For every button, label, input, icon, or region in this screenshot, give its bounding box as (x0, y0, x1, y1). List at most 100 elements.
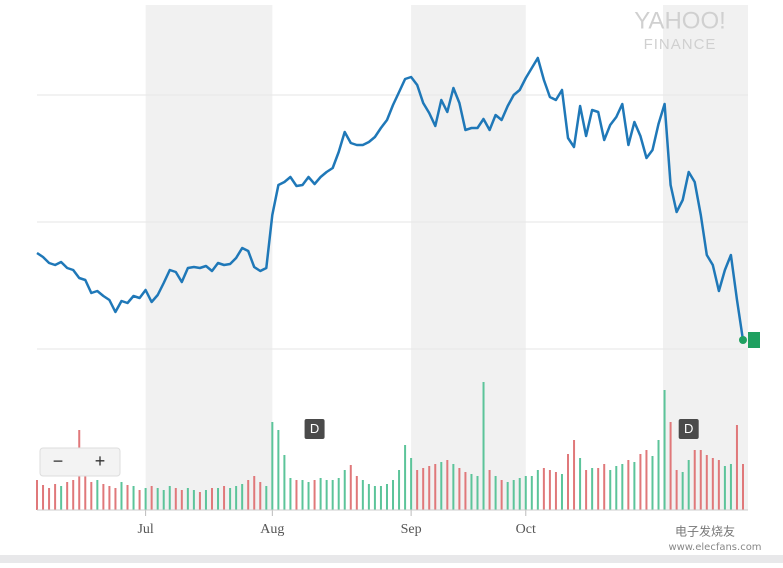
dividend-marker (304, 419, 325, 439)
volume-bar (162, 490, 165, 510)
volume-bar (506, 482, 509, 510)
volume-bar (132, 486, 135, 510)
volume-bar (675, 470, 678, 510)
volume-bar (150, 486, 153, 510)
volume-bar (186, 488, 189, 510)
volume-bar (482, 382, 485, 510)
volume-bar (138, 490, 141, 510)
volume-bar (198, 492, 201, 510)
volume-bar (367, 484, 370, 510)
volume-bar (174, 488, 177, 510)
volume-bar (247, 480, 250, 510)
logo: YAHOO! (634, 7, 726, 34)
volume-bar (313, 480, 316, 510)
volume-bar (548, 470, 551, 510)
volume-bar (241, 484, 244, 510)
scroll-bar (0, 555, 783, 563)
volume-bar (597, 468, 600, 510)
volume-bar (373, 486, 376, 510)
volume-bar (156, 488, 159, 510)
volume-bar (585, 470, 588, 510)
volume-bar (524, 476, 527, 510)
dividend-label: D (684, 421, 693, 436)
volume-bar (422, 468, 425, 510)
volume-bar (253, 476, 256, 510)
dividend-label: D (310, 421, 319, 436)
volume-bar (705, 455, 708, 510)
volume-bar (428, 466, 431, 510)
volume-bar (494, 476, 497, 510)
volume-bar (48, 488, 51, 510)
volume-bar (645, 450, 648, 510)
volume-bar (452, 464, 455, 510)
zoom-in[interactable]: + (95, 451, 106, 471)
volume-bar (343, 470, 346, 510)
price-line (36, 56, 745, 341)
watermark-url: www.elecfans.com (668, 542, 761, 553)
volume-bar (180, 490, 183, 510)
volume-bar (235, 486, 238, 510)
month-band (663, 5, 748, 510)
volume-bar (699, 450, 702, 510)
zoom-controls[interactable] (39, 447, 121, 477)
volume-bar (627, 460, 630, 510)
volume-bar (289, 478, 292, 510)
volume-bar (355, 476, 358, 510)
volume-bar (319, 478, 322, 510)
volume-bar (687, 460, 690, 510)
volume-bar (657, 440, 660, 510)
volume-bar (108, 486, 111, 510)
volume-bar (210, 488, 213, 510)
volume-bar (536, 470, 539, 510)
volume-bar (470, 474, 473, 510)
volume-bar (168, 486, 171, 510)
volume-bar (518, 478, 521, 510)
x-tick-label: Aug (260, 522, 284, 537)
volume-bar (639, 454, 642, 510)
x-tick-label: Jul (137, 522, 153, 537)
month-band (145, 5, 273, 510)
volume-bar (307, 482, 310, 510)
volume-bar (102, 484, 105, 510)
volume-bar (349, 465, 352, 510)
volume-bar (729, 464, 732, 510)
volume-bar (331, 480, 334, 510)
volume-bar (301, 480, 304, 510)
volume-bar (434, 464, 437, 510)
zoom-out[interactable]: − (53, 451, 64, 471)
volume-bar (398, 470, 401, 510)
volume-bar (603, 464, 606, 510)
x-tick-label: Oct (516, 522, 536, 537)
volume-bar (271, 422, 274, 510)
volume-bar (72, 480, 75, 510)
volume-bar (458, 468, 461, 510)
volume-bar (742, 464, 744, 510)
volume-bar (325, 480, 328, 510)
volume-bar (663, 390, 666, 510)
volume-bar (615, 466, 618, 510)
volume-bar (295, 480, 298, 510)
volume-bar (265, 486, 268, 510)
volume-bar (579, 458, 582, 510)
volume-bar (337, 478, 340, 510)
volume-bar (283, 455, 286, 510)
volume-bar (446, 460, 449, 510)
volume-bar (60, 486, 63, 510)
volume-bar (229, 488, 232, 510)
volume-bar (96, 480, 99, 510)
month-band (411, 5, 526, 510)
volume-bar (488, 470, 491, 510)
volume-bar (36, 480, 38, 510)
volume-bar (560, 474, 563, 510)
dividend-marker (678, 419, 699, 439)
volume-bar (410, 458, 413, 510)
volume-bar (681, 472, 684, 510)
volume-bar (416, 470, 419, 510)
volume-bar (223, 486, 226, 510)
volume-bar (66, 482, 69, 510)
volume-bar (192, 490, 195, 510)
volume-bar (404, 445, 407, 510)
logo-sub: FINANCE (644, 36, 717, 53)
volume-bar (621, 464, 624, 510)
